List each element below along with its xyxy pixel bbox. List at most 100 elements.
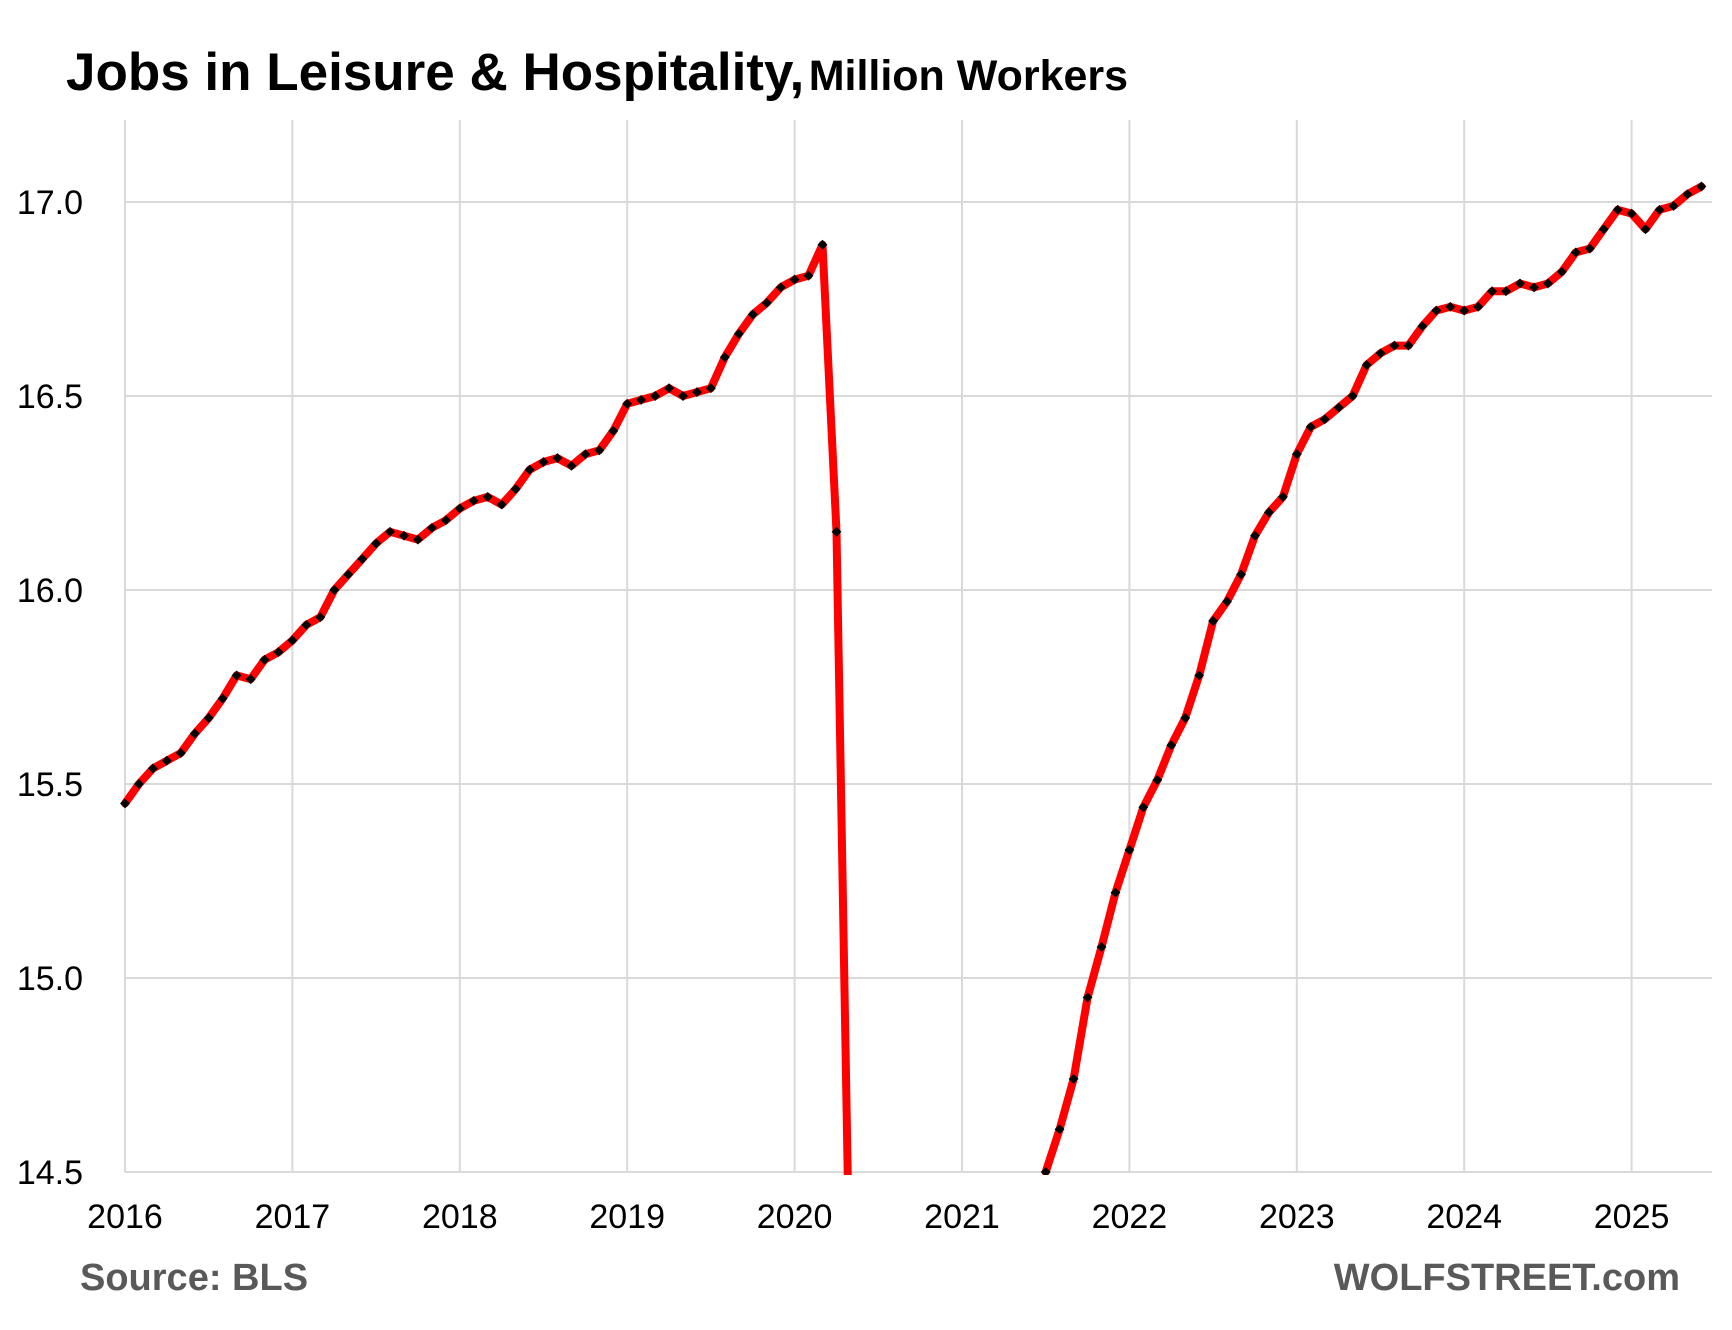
data-point bbox=[775, 282, 786, 293]
x-tick-label: 2025 bbox=[1594, 1198, 1670, 1236]
data-point bbox=[482, 491, 493, 502]
data-point bbox=[120, 798, 130, 809]
data-point bbox=[1082, 992, 1093, 1003]
data-point bbox=[1305, 422, 1316, 432]
data-point bbox=[524, 464, 535, 475]
data-point bbox=[622, 398, 633, 409]
data-point bbox=[1180, 713, 1191, 723]
data-point bbox=[1417, 321, 1428, 332]
data-point bbox=[1208, 616, 1219, 626]
data-point bbox=[1612, 204, 1623, 215]
data-point bbox=[594, 445, 605, 456]
data-point bbox=[1361, 360, 1372, 370]
data-point bbox=[1542, 278, 1553, 289]
x-tick-label: 2019 bbox=[589, 1198, 665, 1236]
data-point bbox=[1501, 286, 1511, 297]
data-point bbox=[538, 457, 549, 467]
data-point bbox=[496, 499, 507, 510]
data-point bbox=[817, 239, 828, 250]
data-point bbox=[245, 674, 256, 685]
data-point bbox=[133, 779, 144, 789]
series-line bbox=[1041, 182, 1706, 1175]
data-point bbox=[831, 526, 842, 537]
data-point bbox=[1152, 775, 1163, 786]
series-marker-layer bbox=[120, 181, 1707, 1175]
data-point bbox=[454, 503, 465, 514]
data-point bbox=[412, 534, 423, 545]
data-point bbox=[1194, 670, 1205, 681]
data-point bbox=[1110, 887, 1121, 898]
data-point bbox=[259, 654, 270, 665]
x-tick-label: 2018 bbox=[422, 1198, 498, 1236]
data-point bbox=[1487, 286, 1498, 297]
y-tick-label: 15.5 bbox=[17, 766, 83, 804]
data-point bbox=[1166, 740, 1177, 751]
data-point bbox=[147, 763, 158, 774]
data-point bbox=[1696, 181, 1707, 192]
data-point bbox=[399, 530, 409, 541]
data-point bbox=[552, 453, 563, 464]
data-point bbox=[566, 460, 577, 471]
data-point bbox=[217, 693, 228, 704]
data-point bbox=[733, 328, 744, 339]
data-point bbox=[189, 728, 200, 739]
y-tick-label: 16.0 bbox=[17, 572, 83, 610]
data-point bbox=[1040, 1167, 1051, 1175]
x-tick-label: 2021 bbox=[924, 1198, 1000, 1236]
data-point bbox=[789, 274, 800, 285]
data-point bbox=[510, 484, 521, 495]
data-point bbox=[1250, 530, 1260, 541]
data-point bbox=[692, 387, 702, 398]
x-tick-label: 2023 bbox=[1259, 1198, 1335, 1236]
data-point bbox=[203, 713, 214, 723]
data-point bbox=[301, 619, 312, 630]
data-point bbox=[1598, 224, 1609, 235]
data-point bbox=[608, 425, 619, 436]
data-point bbox=[273, 647, 284, 658]
data-point bbox=[371, 538, 382, 549]
data-point bbox=[426, 522, 437, 533]
data-point bbox=[385, 526, 395, 537]
data-point bbox=[161, 755, 172, 766]
x-tick-label: 2024 bbox=[1426, 1198, 1502, 1236]
y-tick-label: 17.0 bbox=[17, 184, 83, 222]
data-point bbox=[1263, 507, 1274, 518]
data-point bbox=[1556, 266, 1567, 277]
data-point bbox=[1473, 301, 1484, 312]
data-point bbox=[747, 309, 758, 320]
data-point bbox=[1319, 414, 1330, 425]
data-point bbox=[1654, 204, 1665, 215]
data-point bbox=[468, 495, 479, 506]
y-tick-label: 14.5 bbox=[17, 1154, 83, 1192]
grid-lines bbox=[124, 120, 1712, 1173]
data-point bbox=[1375, 348, 1386, 359]
x-tick-label: 2020 bbox=[757, 1198, 833, 1236]
data-point bbox=[1682, 189, 1693, 200]
data-point bbox=[636, 394, 647, 405]
data-point bbox=[1124, 845, 1135, 855]
data-point bbox=[580, 449, 591, 460]
data-point bbox=[761, 297, 772, 308]
data-point bbox=[1431, 305, 1442, 316]
data-point bbox=[231, 670, 242, 681]
data-point bbox=[1347, 391, 1358, 401]
y-tick-label: 16.5 bbox=[17, 378, 83, 416]
x-tick-label: 2016 bbox=[87, 1198, 163, 1236]
chart-title: Jobs in Leisure & Hospitality, Million W… bbox=[66, 42, 1128, 103]
data-point bbox=[1333, 402, 1344, 413]
data-point bbox=[803, 270, 814, 281]
data-point bbox=[1222, 596, 1232, 607]
data-point bbox=[705, 383, 716, 394]
data-point bbox=[1054, 1124, 1065, 1135]
data-point bbox=[343, 569, 354, 580]
series-line bbox=[121, 240, 852, 1175]
data-point bbox=[678, 391, 688, 401]
data-point bbox=[664, 383, 675, 394]
chart-subtitle: Million Workers bbox=[808, 52, 1129, 100]
data-point bbox=[1389, 340, 1400, 351]
x-tick-label: 2017 bbox=[255, 1198, 331, 1236]
brand-watermark: WOLFSTREET.com bbox=[1333, 1257, 1680, 1299]
y-tick-label: 15.0 bbox=[17, 960, 83, 998]
data-point bbox=[1584, 243, 1595, 254]
data-point bbox=[1529, 282, 1539, 293]
